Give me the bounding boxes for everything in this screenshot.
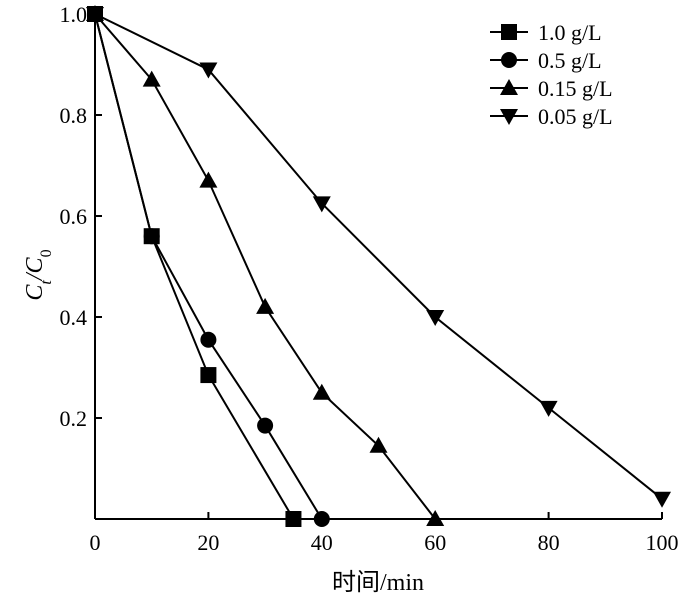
series-square	[87, 6, 302, 527]
y-axis-title-main: C	[22, 284, 48, 301]
data-point	[426, 310, 445, 326]
data-point	[200, 367, 217, 384]
data-point	[285, 511, 302, 527]
series-layer	[86, 5, 671, 527]
data-point	[200, 331, 217, 348]
x-tick-label: 20	[197, 530, 219, 555]
data-point	[312, 383, 331, 400]
data-point	[369, 436, 388, 453]
x-tick-label: 100	[646, 530, 679, 555]
x-axis-title: 时间/min	[332, 569, 424, 596]
y-axis-title: Ct/C0	[22, 249, 55, 300]
y-axis-title-sub2: 0	[38, 249, 55, 257]
y-axis-title-sep: /C	[22, 256, 48, 282]
series-line	[94, 13, 323, 520]
legend-marker	[501, 52, 517, 68]
legend-marker	[501, 24, 517, 40]
y-tick-label: 0.4	[60, 305, 88, 330]
legend-label: 0.05 g/L	[538, 104, 613, 129]
data-point	[653, 491, 671, 508]
x-tick-label: 0	[90, 530, 101, 555]
data-point	[539, 400, 558, 417]
series-circle	[87, 6, 330, 527]
x-tick-label: 40	[311, 530, 333, 555]
tick-labels: 0 20 40 60 80 100 0.2 0.4 0.6 0.8 1.0	[60, 2, 679, 555]
y-tick-label: 0.2	[60, 406, 88, 431]
legend-item: 0.05 g/L	[490, 104, 613, 129]
data-point	[142, 70, 161, 87]
legend-marker	[500, 109, 518, 125]
data-point	[86, 7, 104, 23]
y-tick-label: 0.6	[60, 204, 88, 229]
data-point	[313, 511, 330, 527]
x-tick-label: 80	[538, 530, 560, 555]
data-point	[199, 171, 218, 188]
data-point	[426, 510, 445, 526]
data-point	[312, 196, 331, 213]
data-point	[199, 62, 218, 79]
data-point	[143, 228, 160, 245]
series-line	[94, 13, 663, 500]
legend-label: 1.0 g/L	[538, 20, 602, 45]
series-triangle-up	[86, 5, 445, 526]
x-tick-label: 60	[424, 530, 446, 555]
legend-label: 0.15 g/L	[538, 76, 613, 101]
legend-label: 0.5 g/L	[538, 48, 602, 73]
series-line	[94, 13, 295, 520]
legend-item: 1.0 g/L	[490, 20, 602, 45]
legend-marker	[500, 79, 518, 95]
series-triangle-down	[86, 7, 671, 508]
data-point	[257, 417, 274, 434]
y-axis-title-sub1: t	[38, 280, 55, 285]
legend-item: 0.5 g/L	[490, 48, 602, 73]
y-tick-label: 1.0	[60, 2, 88, 27]
axes	[94, 14, 662, 520]
y-tick-label: 0.8	[60, 103, 88, 128]
legend-item: 0.15 g/L	[490, 76, 613, 101]
legend: 1.0 g/L 0.5 g/L 0.15 g/L 0.05 g/L	[490, 20, 613, 129]
data-point	[256, 297, 275, 314]
